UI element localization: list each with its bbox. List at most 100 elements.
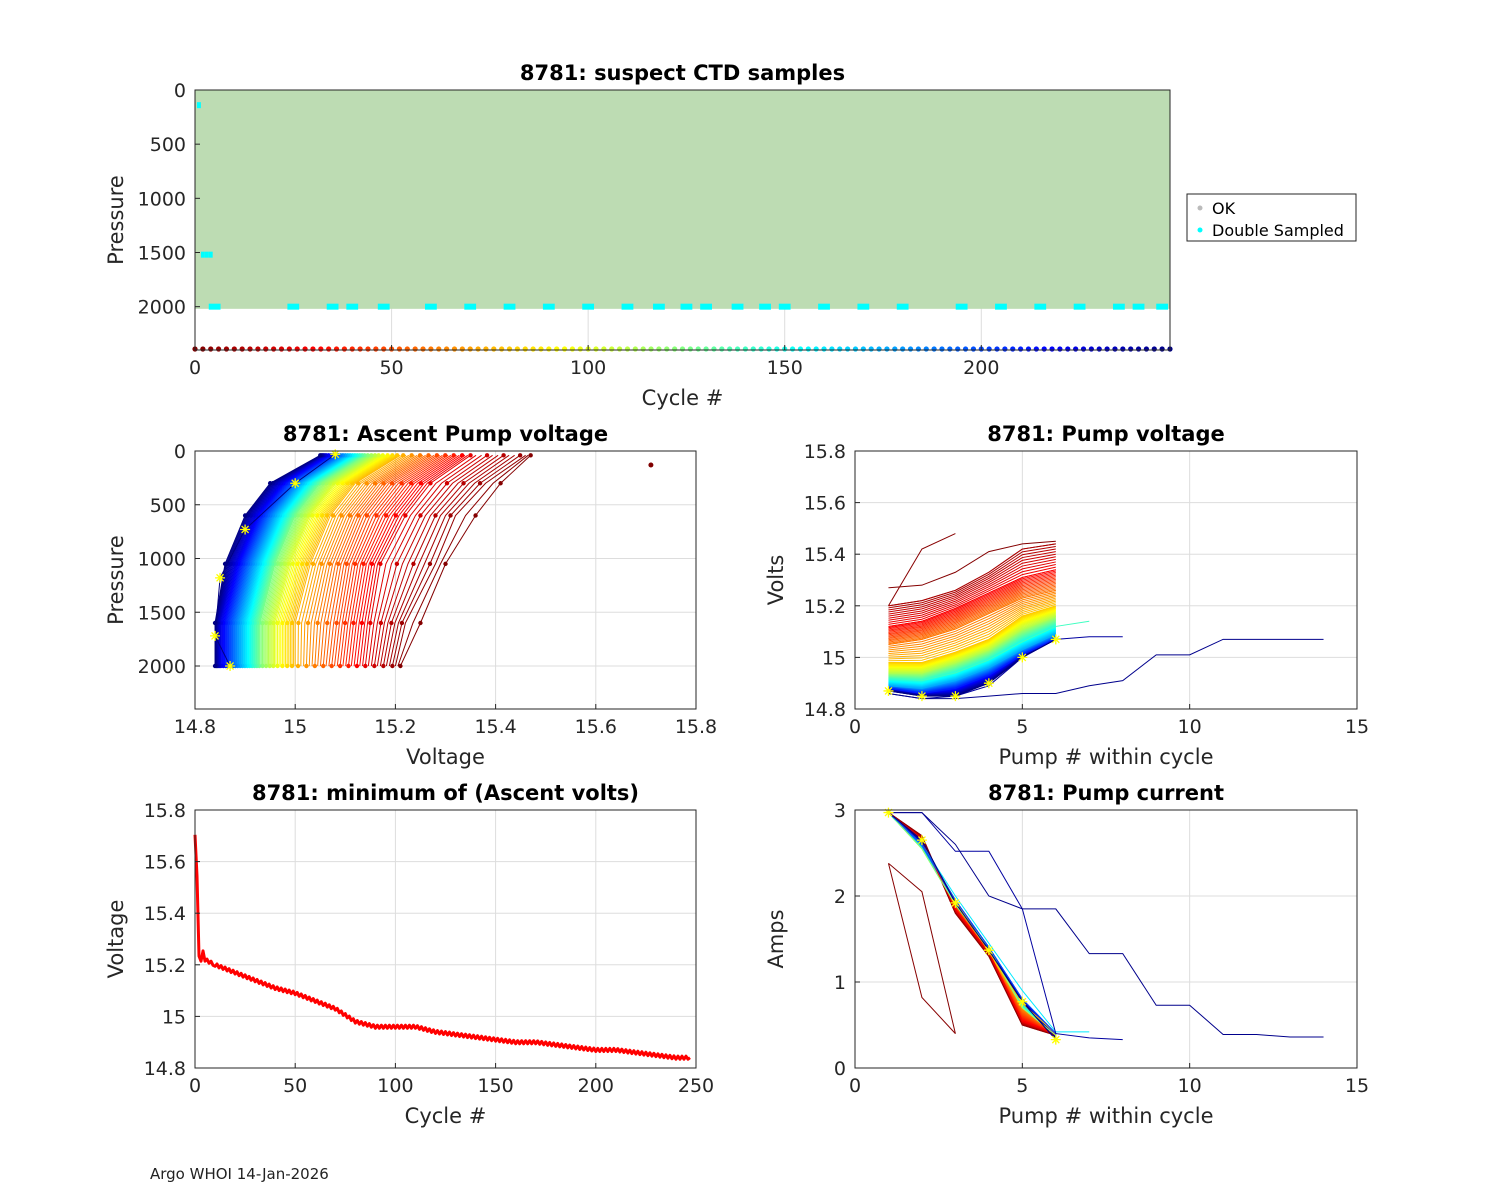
ascent-sample-point (305, 620, 311, 626)
pump-voltage-series (888, 615, 1056, 674)
ascent-profile-line (265, 454, 372, 666)
pump-voltage-series (888, 540, 1056, 589)
cycle-color-marker (467, 346, 473, 352)
y-tick-label: 15.4 (144, 903, 186, 925)
latest-pump-star (983, 678, 994, 689)
x-tick-label: 14.8 (174, 716, 216, 738)
pump-voltage-line (888, 566, 1056, 625)
y-tick-label: 1500 (138, 602, 186, 624)
y-axis-label: Amps (764, 909, 788, 968)
cycle-color-marker (420, 346, 426, 352)
x-axis-label: Voltage (406, 745, 485, 769)
ascent-profile-line (303, 454, 410, 667)
y-tick-label: 15.8 (804, 441, 846, 463)
cycle-color-marker (428, 346, 434, 352)
ascent-profile-line (300, 454, 407, 667)
ascent-sample-point (528, 453, 533, 458)
ascent-profile-line (288, 454, 395, 666)
y-tick-label: 15 (822, 647, 846, 669)
y-tick-label: 15.6 (804, 493, 846, 515)
pump-current-chart: 0 5 10 15 0 1 2 3 8781: Pump current Pump # withi… (764, 781, 1369, 1128)
cycle-color-marker (813, 346, 819, 352)
cycle-color-marker (750, 346, 756, 352)
cycle-color-marker (451, 346, 458, 352)
double-sampled-point (208, 251, 213, 258)
ascent-sample-point (212, 663, 218, 669)
pump-voltage-line (888, 584, 1056, 641)
x-tick-label: 250 (678, 1075, 714, 1097)
cycle-color-marker (1041, 346, 1047, 352)
x-tick-label: 5 (1016, 1075, 1028, 1097)
double-sampled-point (995, 303, 1007, 310)
ascent-profile-line (293, 454, 400, 666)
ascent-sample-point (389, 620, 394, 626)
latest-current-star (950, 897, 961, 908)
cycle-color-marker (970, 346, 977, 352)
cycle-color-marker (247, 346, 253, 352)
ascent-profile-line (286, 454, 393, 666)
pump-voltage-line (888, 574, 1056, 632)
double-sampled-point (1034, 303, 1047, 310)
cycle-color-marker (829, 346, 835, 352)
x-tick-label: 0 (189, 357, 201, 379)
cycle-color-marker (491, 346, 497, 352)
latest-current-star (916, 835, 927, 846)
cycle-color-marker (742, 346, 749, 352)
double-sampled-point (377, 303, 390, 310)
ascent-sample-point (275, 663, 280, 669)
ascent-sample-point (395, 453, 400, 458)
double-sampled-point (621, 303, 634, 310)
pump-voltage-series (888, 605, 1056, 664)
y-tick-label: 500 (150, 495, 186, 517)
ascent-profile-line (281, 454, 388, 666)
cycle-color-marker (1073, 346, 1079, 352)
ascent-sample-point (319, 561, 324, 567)
y-tick-label: 2 (834, 886, 846, 908)
ascent-profile-line (342, 454, 449, 667)
ascent-sample-point (315, 620, 320, 626)
latest-current-star (983, 945, 994, 956)
data-layer (193, 834, 691, 1061)
x-tick-label: 50 (379, 357, 403, 379)
x-tick-label: 150 (477, 1075, 513, 1097)
pump-voltage-series (888, 638, 1324, 700)
ascent-sample-point (378, 561, 383, 567)
chart-title: 8781: Pump current (988, 781, 1224, 805)
ascent-profile-line (388, 454, 515, 667)
ascent-profile-line (260, 454, 367, 666)
ascent-sample-point (390, 663, 395, 669)
cycle-color-marker (530, 346, 536, 352)
cycle-color-marker (341, 346, 347, 352)
cycle-color-marker (255, 346, 261, 352)
y-tick-label: 3 (834, 800, 846, 822)
ascent-sample-point (342, 620, 348, 626)
pump-voltage-series (888, 633, 1057, 689)
pump-voltage-line (888, 551, 1056, 613)
cycle-color-marker (648, 346, 654, 352)
ascent-profile-line (285, 454, 392, 666)
pump-voltage-line (888, 564, 1056, 623)
ascent-sample-point (434, 453, 440, 458)
ascent-profile-line (397, 454, 529, 667)
cycle-color-marker (412, 346, 418, 352)
x-tick-label: 200 (963, 357, 999, 379)
ascent-profile-line (325, 454, 432, 667)
ascent-profile-line (278, 454, 385, 666)
ascent-sample-point (398, 663, 403, 669)
ascent-profile-line (367, 454, 477, 667)
axes-frame (194, 450, 697, 710)
pump-voltage-line (888, 597, 1056, 655)
chart-title: 8781: minimum of (Ascent volts) (252, 781, 639, 805)
ascent-sample-point (346, 663, 351, 669)
pump-voltage-line (888, 581, 1056, 638)
cycle-color-marker (208, 346, 214, 352)
cycle-color-marker (672, 346, 678, 352)
pump-voltage-line (888, 599, 1056, 656)
double-sampled-point (204, 251, 209, 258)
cycle-color-marker (1135, 346, 1142, 352)
cycle-color-marker (373, 346, 379, 352)
pump-voltage-line (888, 602, 1056, 660)
cycle-color-marker (1159, 346, 1165, 352)
